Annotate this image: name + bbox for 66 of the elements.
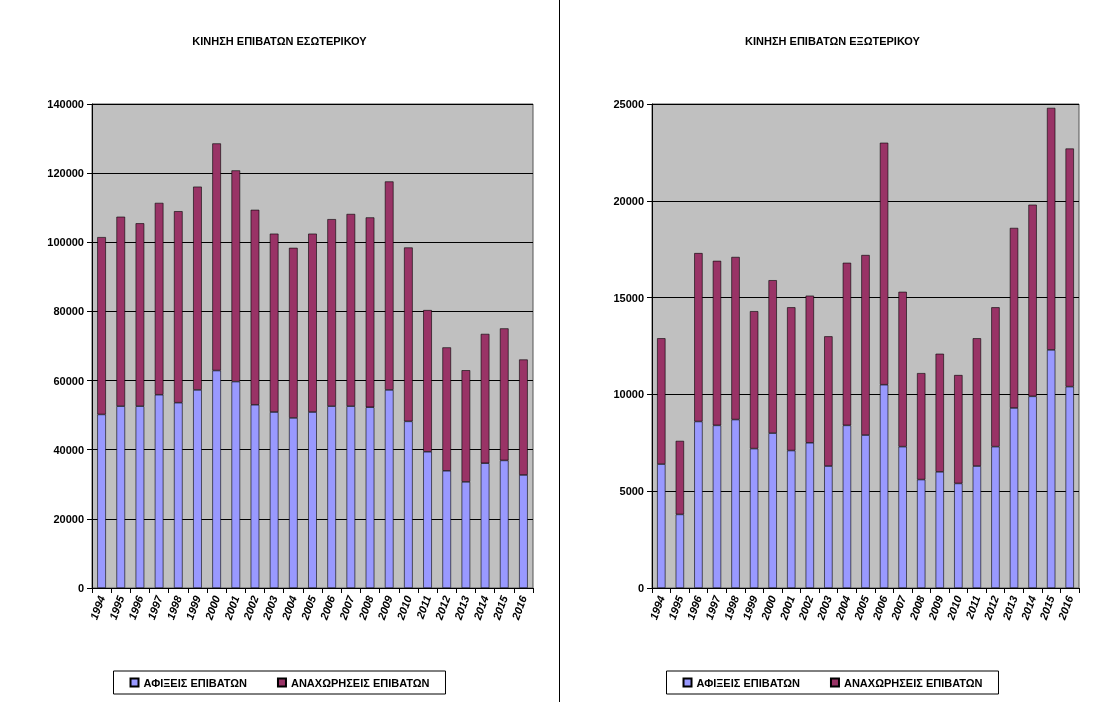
x-tick-label: 1998	[721, 593, 742, 622]
x-tick-label: 2011	[413, 593, 434, 622]
x-tick-label: 1996	[684, 593, 705, 622]
x-tick-label: 2001	[776, 593, 797, 622]
x-tick-label: 2006	[869, 593, 890, 622]
x-tick-label: 1996	[125, 593, 146, 622]
x-tick-label: 1999	[740, 593, 761, 622]
x-tick-label: 2005	[298, 593, 319, 622]
y-tick-label: 100000	[47, 236, 84, 249]
x-tick-label: 2014	[1018, 593, 1039, 622]
legend-label: ΑΝΑΧΩΡΗΣΕΙΣ ΕΠΙΒΑΤΩΝ	[290, 676, 430, 689]
x-tick-label: 2015	[489, 593, 511, 622]
y-tick-label: 20000	[53, 512, 84, 525]
x-tick-label: 2009	[925, 593, 946, 622]
x-tick-label: 2000	[202, 593, 223, 622]
x-tick-label: 2013	[451, 593, 472, 622]
x-tick-label: 2003	[259, 593, 280, 622]
legend-label: ΑΦΙΞΕΙΣ ΕΠΙΒΑΤΩΝ	[696, 676, 801, 689]
y-tick-label: 0	[77, 582, 84, 594]
x-tick-label: 2004	[278, 593, 299, 622]
y-tick-label: 40000	[53, 443, 84, 456]
x-tick-label: 2007	[888, 593, 909, 622]
x-tick-label: 1994	[647, 593, 667, 622]
x-tick-label: 1994	[87, 593, 108, 622]
x-tick-label: 2007	[336, 593, 357, 622]
x-tick-label: 1995	[665, 593, 686, 622]
x-tick-label: 1995	[106, 593, 127, 622]
y-tick-label: 10000	[613, 388, 644, 401]
y-tick-label: 25000	[613, 98, 644, 110]
x-tick-label: 2016	[509, 593, 530, 622]
x-tick-label: 2002	[240, 593, 261, 622]
y-tick-label: 140000	[47, 98, 84, 110]
x-tick-label: 2001	[221, 593, 242, 622]
x-tick-label: 2004	[832, 593, 853, 622]
x-tick-label: 2012	[981, 593, 1002, 622]
x-tick-label: 2009	[374, 593, 396, 622]
x-tick-label: 2008	[355, 593, 376, 622]
x-tick-label: 2008	[906, 593, 928, 622]
x-tick-label: 2003	[814, 593, 835, 622]
x-tick-label: 2005	[851, 593, 872, 622]
x-tick-label: 1997	[145, 593, 166, 622]
x-tick-label: 2016	[1055, 593, 1076, 622]
legend-label: ΑΝΑΧΩΡΗΣΕΙΣ ΕΠΙΒΑΤΩΝ	[843, 676, 983, 689]
y-tick-label: 80000	[53, 305, 84, 318]
x-tick-label: 2014	[470, 593, 491, 622]
y-tick-label: 120000	[47, 167, 84, 180]
x-tick-label: 2015	[1036, 593, 1058, 622]
x-tick-label: 1997	[702, 593, 723, 622]
x-tick-label: 2011	[962, 593, 983, 622]
chart-title: ΚΙΝΗΣΗ ΕΠΙΒΑΤΩΝ ΕΣΩΤΕΡΙΚΟΥ	[192, 34, 368, 47]
x-tick-label: 2010	[943, 593, 965, 622]
x-tick-label: 1999	[183, 593, 204, 622]
x-tick-label: 2006	[317, 593, 338, 622]
y-tick-label: 5000	[619, 485, 644, 498]
y-tick-label: 15000	[613, 291, 644, 304]
legend-label: ΑΦΙΞΕΙΣ ΕΠΙΒΑΤΩΝ	[143, 676, 248, 689]
chart-title: ΚΙΝΗΣΗ ΕΠΙΒΑΤΩΝ ΕΞΩΤΕΡΙΚΟΥ	[745, 34, 921, 47]
x-tick-label: 2000	[758, 593, 779, 622]
x-tick-label: 2013	[999, 593, 1020, 622]
y-tick-label: 0	[637, 582, 644, 594]
y-tick-label: 60000	[53, 374, 84, 387]
y-tick-label: 20000	[613, 194, 644, 207]
x-tick-label: 2002	[795, 593, 816, 622]
x-tick-label: 1998	[164, 593, 185, 622]
x-tick-label: 2012	[432, 593, 453, 622]
x-tick-label: 2010	[394, 593, 415, 622]
